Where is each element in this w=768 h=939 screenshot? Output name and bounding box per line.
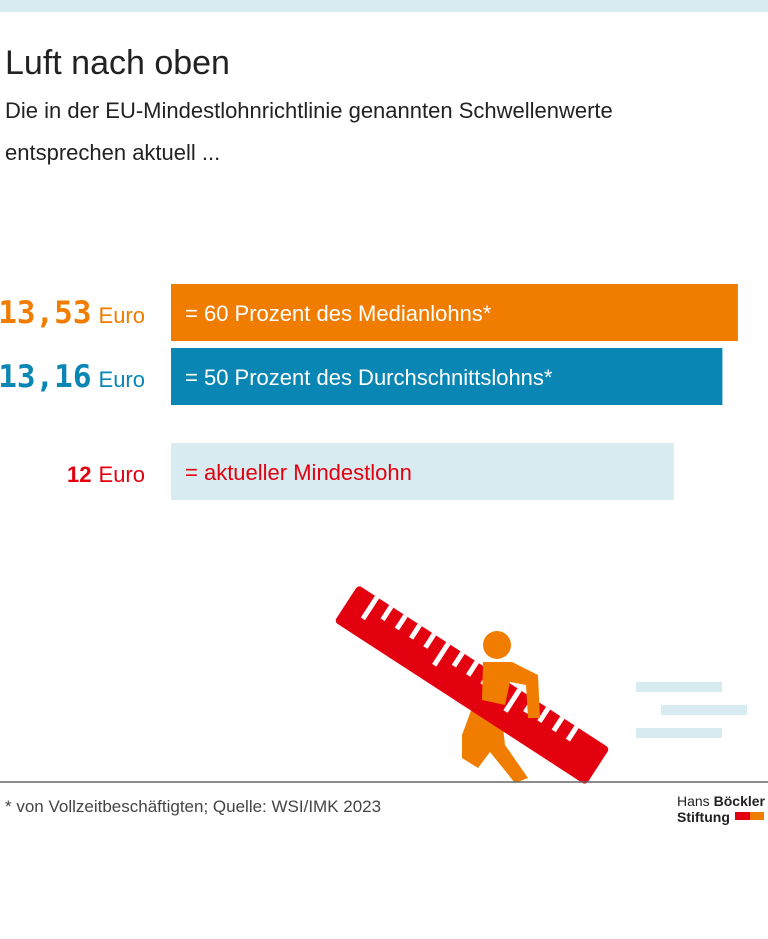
- bar: [171, 348, 723, 405]
- logo-mark: [735, 812, 750, 820]
- subtitle: Die in der EU-Mindestlohnrichtlinie gena…: [5, 98, 613, 123]
- value-label: 12 Euro: [67, 462, 145, 487]
- subtitle: entsprechen aktuell ...: [5, 140, 220, 165]
- value-unit: Euro: [99, 303, 145, 328]
- ruler-tick: [432, 642, 451, 667]
- person-body: [482, 662, 540, 718]
- bar-label: = 60 Prozent des Medianlohns*: [185, 301, 492, 326]
- ruler-tick: [551, 716, 565, 733]
- person-head: [483, 631, 511, 659]
- value-number: 12: [67, 462, 91, 487]
- ruler-tick: [360, 595, 380, 621]
- value-label: 13,53 Euro: [0, 295, 145, 331]
- logo: Stiftung: [677, 809, 730, 825]
- ruler-tick: [537, 706, 551, 723]
- ruler-tick: [409, 623, 422, 640]
- bar: [171, 443, 674, 500]
- value-unit: Euro: [99, 462, 145, 487]
- chart-title: Luft nach oben: [5, 44, 230, 82]
- speed-line: [636, 728, 722, 738]
- ruler-tick: [503, 688, 522, 713]
- logo-text: Hans: [677, 793, 710, 809]
- ruler-tick: [451, 651, 465, 668]
- value-number: 13,53: [0, 295, 92, 331]
- speed-line: [661, 705, 747, 715]
- ruler-tick: [423, 632, 437, 649]
- ruler-body: [335, 586, 609, 784]
- ruler-tick: [466, 660, 479, 677]
- logo-mark: [750, 812, 764, 820]
- logo-text: Böckler: [714, 793, 766, 809]
- value-unit: Euro: [99, 367, 145, 392]
- ruler-tick: [380, 605, 394, 622]
- speed-line: [636, 682, 722, 692]
- ruler-tick: [394, 614, 408, 631]
- value-number: 13,16: [0, 359, 92, 395]
- person-legs: [462, 700, 528, 783]
- illustration: [335, 586, 747, 784]
- logo: Hans Böckler: [677, 793, 766, 809]
- ruler-tick: [565, 725, 579, 742]
- top-band: [0, 0, 768, 12]
- bar-label: = 50 Prozent des Durchschnittslohns*: [185, 365, 553, 390]
- value-label: 13,16 Euro: [0, 359, 145, 395]
- bar-label: = aktueller Mindestlohn: [185, 460, 412, 485]
- bar: [171, 284, 738, 341]
- footnote: * von Vollzeitbeschäftigten; Quelle: WSI…: [5, 797, 381, 816]
